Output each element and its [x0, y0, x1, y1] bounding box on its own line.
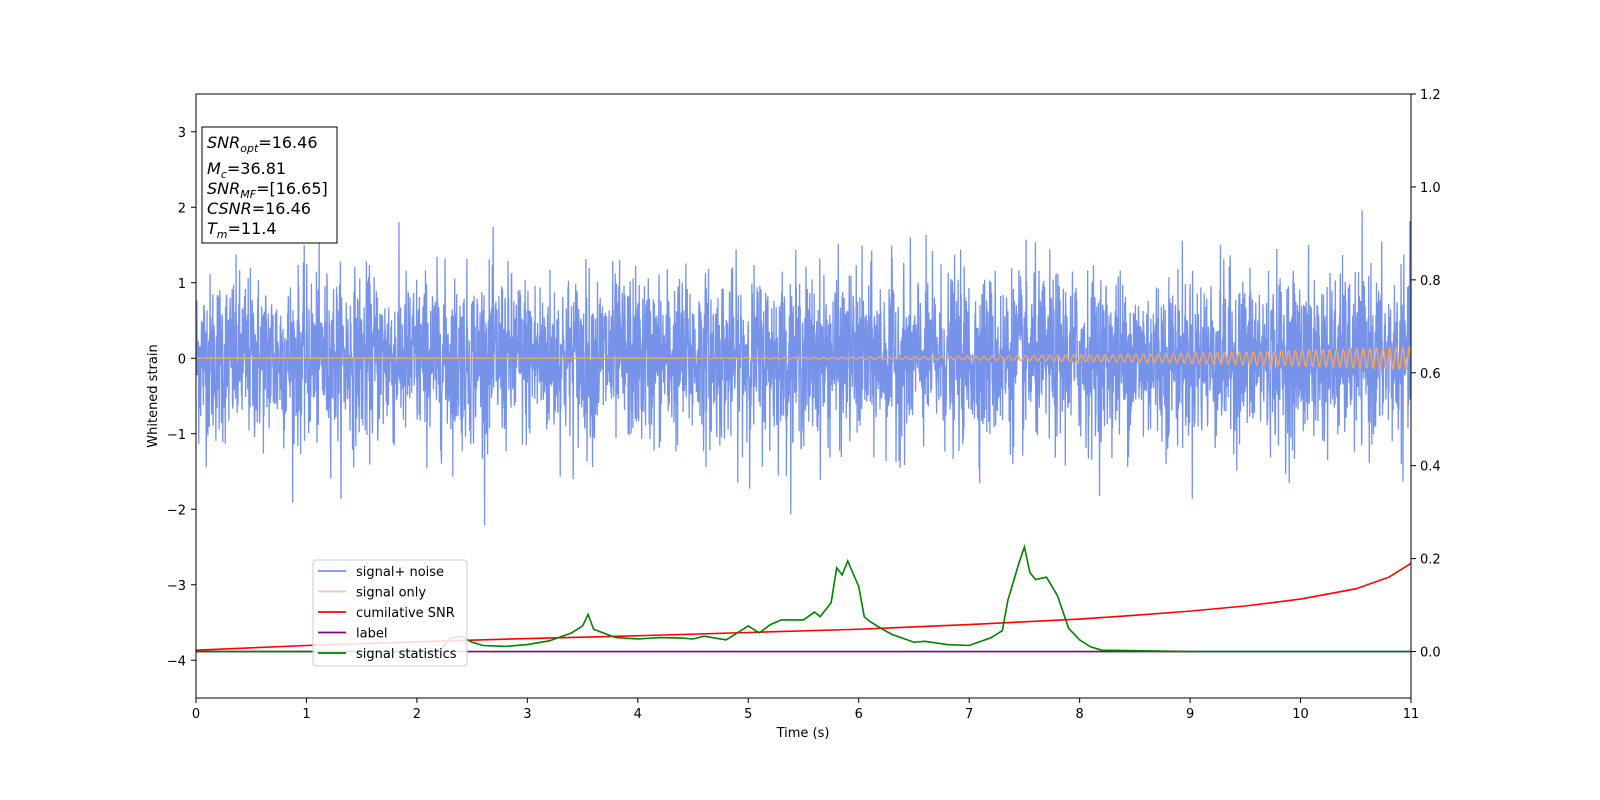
- y-left-tick-label-6: 2: [178, 201, 186, 216]
- x-tick-label-7: 7: [965, 707, 973, 722]
- info-snr-mf: SNRMF=[16.65]: [207, 179, 328, 201]
- x-tick-label-4: 4: [634, 707, 642, 722]
- left-y-axis-ticks: −4 −3 −2 −1 0 1 2 3: [167, 126, 196, 669]
- y-left-tick-label-1: −3: [167, 579, 186, 594]
- right-y-axis-ticks: 0.0 0.2 0.4 0.6 0.8 1.0 1.2: [1411, 88, 1441, 661]
- y-left-tick-label-0: −4: [167, 654, 186, 669]
- y-right-tick-label-6: 1.2: [1420, 88, 1441, 103]
- y-left-tick-label-3: −1: [167, 428, 186, 443]
- legend: signal+ noise signal only cumilative SNR la…: [312, 559, 468, 667]
- y-right-tick-label-0: 0.0: [1420, 646, 1441, 661]
- info-box: SNRopt=16.46 Mc=36.81 SNRMF=[16.65] CSNR…: [201, 126, 338, 244]
- legend-label-signal-only: signal only: [356, 586, 426, 601]
- y-left-tick-label-5: 1: [178, 277, 186, 292]
- x-tick-label-5: 5: [744, 707, 752, 722]
- legend-label-signal-noise: signal+ noise: [356, 565, 444, 580]
- series-signal-noise: [196, 210, 1411, 526]
- x-tick-label-1: 1: [302, 707, 310, 722]
- x-tick-label-11: 11: [1403, 707, 1420, 722]
- series-signal-only: [196, 345, 1411, 371]
- x-tick-label-0: 0: [192, 707, 200, 722]
- y-right-tick-label-2: 0.4: [1420, 460, 1441, 475]
- y-right-tick-label-4: 0.8: [1420, 274, 1441, 289]
- y-right-tick-label-5: 1.0: [1420, 181, 1441, 196]
- legend-label-label: label: [356, 627, 387, 642]
- y-left-tick-label-2: −2: [167, 503, 186, 518]
- y-left-tick-label-7: 3: [178, 126, 186, 141]
- x-tick-label-9: 9: [1186, 707, 1194, 722]
- info-snr-opt: SNRopt=16.46: [207, 133, 318, 155]
- x-tick-label-3: 3: [523, 707, 531, 722]
- series-cumulative-snr: [196, 562, 1411, 651]
- info-csnr: CSNR=16.46: [207, 199, 311, 218]
- x-axis-ticks: 0 1 2 3 4 5 6 7 8 9 10 11: [192, 698, 1419, 722]
- series-signal-statistics: [196, 544, 1411, 653]
- y-left-tick-label-4: 0: [178, 352, 186, 367]
- y-right-tick-label-1: 0.2: [1420, 553, 1441, 568]
- x-tick-label-8: 8: [1075, 707, 1083, 722]
- legend-label-signal-statistics: signal statistics: [356, 647, 457, 662]
- y-axis-label: Whitened strain: [146, 344, 161, 447]
- info-tm: Tm=11.4: [207, 219, 277, 241]
- x-tick-label-10: 10: [1292, 707, 1309, 722]
- x-tick-label-2: 2: [413, 707, 421, 722]
- info-mc: Mc=36.81: [207, 159, 286, 181]
- y-right-tick-label-3: 0.6: [1420, 367, 1441, 382]
- legend-label-cumulative-snr: cumilative SNR: [356, 606, 455, 621]
- x-tick-label-6: 6: [855, 707, 863, 722]
- legend-frame: [312, 559, 468, 667]
- x-axis-label: Time (s): [776, 726, 830, 741]
- plot-frame: [195, 93, 1412, 699]
